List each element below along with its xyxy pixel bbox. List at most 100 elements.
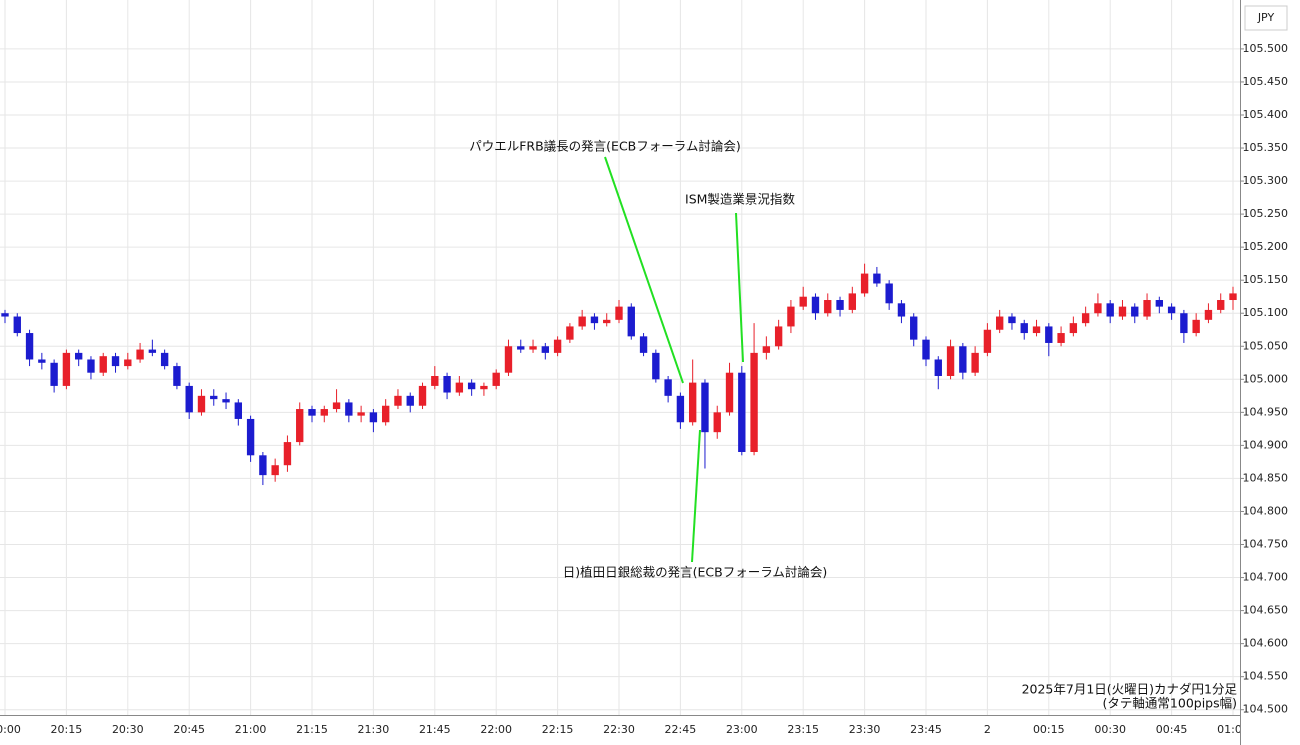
candle-body xyxy=(394,395,402,406)
x-tick-label: 21:00 xyxy=(235,723,267,736)
candle-body xyxy=(959,346,967,373)
candle-body xyxy=(676,395,685,423)
candle-body xyxy=(1081,313,1090,324)
x-axis: 20:00 20:15 20:30 20:45 21:00 21:15 21:30 21:45… xyxy=(0,723,1249,736)
candle-body xyxy=(197,395,206,413)
candle-body xyxy=(1045,326,1053,343)
y-tick-label: 104.500 xyxy=(1243,703,1289,716)
candle-body xyxy=(922,339,930,360)
candle-body xyxy=(1020,323,1028,334)
annotation-line xyxy=(604,156,684,384)
candle-body xyxy=(553,339,562,353)
candle-body xyxy=(995,316,1004,330)
candle-body xyxy=(1217,300,1225,310)
candle-body xyxy=(1155,300,1164,307)
y-tick-label: 105.350 xyxy=(1243,141,1289,154)
candle-body xyxy=(811,296,820,314)
candle-body xyxy=(725,372,734,413)
candle-body xyxy=(271,465,279,476)
candle-body xyxy=(406,395,414,406)
x-tick-label: 23:30 xyxy=(849,723,881,736)
candle-body xyxy=(185,385,193,413)
candle-body xyxy=(283,442,292,466)
annotation-layer: パウエルFRB議長の発言(ECBフォーラム討論会) ISM製造業景況指数日)植田日… xyxy=(469,139,827,580)
candle-body xyxy=(38,359,46,363)
candle-body xyxy=(160,352,169,367)
candle-body xyxy=(824,300,832,314)
candle-body xyxy=(836,300,844,310)
candle-body xyxy=(492,372,500,386)
candle-body xyxy=(320,409,328,416)
candle-body xyxy=(357,412,365,416)
currency-label: JPY xyxy=(1257,11,1275,24)
y-tick-label: 105.200 xyxy=(1243,240,1289,253)
y-tick-label: 105.000 xyxy=(1243,372,1289,385)
y-tick-label: 104.650 xyxy=(1243,604,1289,617)
candle-body xyxy=(246,418,255,456)
x-tick-label: 23:00 xyxy=(726,723,758,736)
candle-body xyxy=(136,349,144,360)
y-tick-label: 104.900 xyxy=(1243,438,1289,451)
candle-body xyxy=(210,395,218,400)
x-tick-label: 22:45 xyxy=(665,723,697,736)
y-tick-label: 105.300 xyxy=(1243,174,1289,187)
candle-body xyxy=(1057,333,1065,343)
x-tick-label: 2 xyxy=(984,723,991,736)
x-tick-label: 20:00 xyxy=(0,723,21,736)
candle-body xyxy=(455,382,464,393)
candle-body xyxy=(517,346,525,350)
candle-body xyxy=(332,402,341,410)
candle-body xyxy=(860,273,869,294)
y-tick-label: 104.850 xyxy=(1243,471,1289,484)
candle-body xyxy=(504,346,513,373)
candle-body xyxy=(750,352,758,452)
candle-body xyxy=(529,346,537,350)
candle-body xyxy=(443,376,451,393)
x-tick-label: 01:00 xyxy=(1217,723,1249,736)
candle-body xyxy=(946,346,955,377)
candle-body xyxy=(1118,306,1127,317)
candle-body xyxy=(1229,293,1237,301)
x-tick-label: 22:00 xyxy=(480,723,512,736)
candle-layer xyxy=(1,263,1237,486)
candle-body xyxy=(603,319,611,324)
candle-body xyxy=(222,399,230,403)
candle-body xyxy=(1008,316,1016,324)
x-tick-label: 23:45 xyxy=(910,723,942,736)
candle-body xyxy=(910,316,918,340)
candle-body xyxy=(566,326,574,340)
candle-body xyxy=(1143,300,1151,317)
candle-body xyxy=(885,283,893,304)
candle-body xyxy=(578,316,586,327)
candle-body xyxy=(234,402,243,419)
x-tick-label: 23:15 xyxy=(787,723,819,736)
candle-body xyxy=(873,273,881,284)
candle-body xyxy=(111,356,120,367)
candle-body xyxy=(308,409,316,416)
x-tick-label: 00:45 xyxy=(1156,723,1188,736)
candle-body xyxy=(1204,309,1213,320)
x-tick-label: 21:45 xyxy=(419,723,451,736)
x-tick-label: 00:30 xyxy=(1094,723,1126,736)
y-tick-label: 104.800 xyxy=(1243,504,1289,517)
candle-body xyxy=(13,316,21,334)
candle-body xyxy=(467,382,476,390)
candle-body xyxy=(897,303,906,317)
candle-body xyxy=(480,385,488,390)
candle-body xyxy=(1032,326,1041,334)
y-axis: 104.500 104.550 104.600 104.650 104.700 104.7… xyxy=(1240,42,1288,716)
candle-body xyxy=(971,352,979,373)
y-tick-label: 104.950 xyxy=(1243,405,1289,418)
annotation-label: パウエルFRB議長の発言(ECBフォーラム討論会) xyxy=(469,139,741,154)
y-tick-label: 105.250 xyxy=(1243,207,1289,220)
x-tick-label: 20:45 xyxy=(173,723,205,736)
annotation-line xyxy=(691,429,701,563)
footnote: (タテ軸通常100pips幅) xyxy=(1103,696,1237,711)
annotation-label: 日)植田日銀総裁の発言(ECBフォーラム討論会) xyxy=(563,565,827,580)
candle-body xyxy=(541,346,550,353)
candle-body xyxy=(664,379,672,396)
candle-body xyxy=(87,359,95,373)
candle-body xyxy=(627,306,635,337)
candle-body xyxy=(1,313,9,317)
